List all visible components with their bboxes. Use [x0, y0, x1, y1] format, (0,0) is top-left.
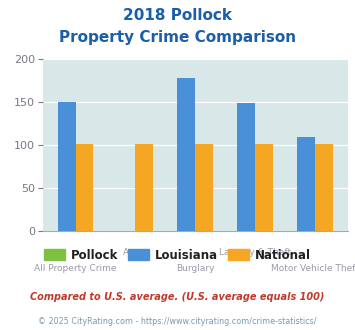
Text: © 2025 CityRating.com - https://www.cityrating.com/crime-statistics/: © 2025 CityRating.com - https://www.city… [38, 317, 317, 326]
Text: Larceny & Theft: Larceny & Theft [219, 248, 291, 257]
Text: Property Crime Comparison: Property Crime Comparison [59, 30, 296, 45]
Bar [315, 144, 333, 231]
Bar [135, 144, 153, 231]
Text: Motor Vehicle Theft: Motor Vehicle Theft [271, 264, 355, 273]
Bar [237, 103, 255, 231]
Bar [58, 102, 76, 231]
Text: 2018 Pollock: 2018 Pollock [123, 8, 232, 23]
Legend: Pollock, Louisiana, National: Pollock, Louisiana, National [39, 244, 316, 266]
Text: Compared to U.S. average. (U.S. average equals 100): Compared to U.S. average. (U.S. average … [30, 292, 325, 302]
Text: All Property Crime: All Property Crime [34, 264, 117, 273]
Text: Arson: Arson [122, 248, 148, 257]
Bar [255, 144, 273, 231]
Bar [76, 144, 93, 231]
Bar [195, 144, 213, 231]
Bar [177, 78, 195, 231]
Bar [297, 138, 315, 231]
Text: Burglary: Burglary [176, 264, 214, 273]
